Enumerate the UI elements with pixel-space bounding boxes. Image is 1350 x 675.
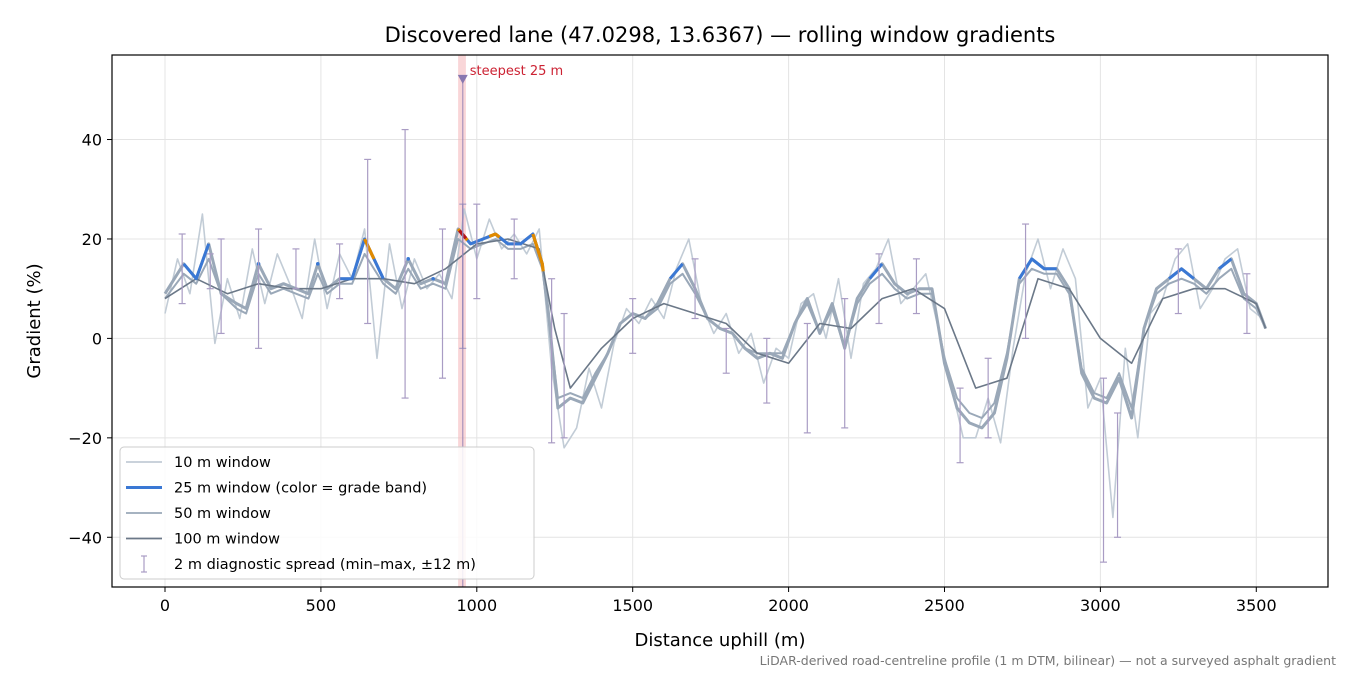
chart-title: Discovered lane (47.0298, 13.6367) — rol…: [385, 23, 1056, 47]
x-tick-label: 500: [306, 596, 337, 615]
x-tick-label: 0: [160, 596, 170, 615]
x-axis-title: Distance uphill (m): [635, 630, 806, 651]
series-100m-window: [164, 238, 1267, 389]
y-tick-label: −40: [68, 528, 102, 547]
footnote: LiDAR-derived road-centreline profile (1…: [760, 653, 1336, 668]
series-25m-band-blue: [182, 243, 211, 281]
series-25m-band-blue-point: [315, 262, 320, 266]
series-25m-band-orange: [488, 232, 501, 239]
series-25m-band-blue: [868, 262, 884, 280]
legend: 10 m window 25 m window (color = grade ba…: [119, 446, 535, 580]
series-25m-band-orange: [531, 233, 545, 272]
legend-label-err: 2 m diagnostic spread (min–max, ±12 m): [174, 557, 476, 573]
x-tick-label: 1500: [612, 596, 653, 615]
x-tick-label: 2500: [924, 596, 965, 615]
plot-area: steepest 25 m 0 500 1000 1500 2000 2500 3000 350…: [68, 54, 1329, 615]
steepest-annotation: steepest 25 m: [470, 64, 563, 79]
x-tick-label: 3000: [1080, 596, 1121, 615]
x-tick-label: 2000: [768, 596, 809, 615]
series-25m-band-orange: [363, 238, 376, 260]
plot-frame: [111, 54, 1329, 588]
legend-label-w10: 10 m window: [174, 455, 271, 471]
y-axis-title: Gradient (%): [24, 263, 45, 378]
series-25m-band-blue: [1217, 257, 1233, 270]
series-25m-band-blue: [1168, 267, 1195, 280]
x-tick-label: 3500: [1236, 596, 1277, 615]
series-25m-band-blue: [668, 262, 684, 280]
y-tick-label: −20: [68, 429, 102, 448]
y-tick-label: 0: [92, 329, 102, 348]
x-tick-label: 1000: [456, 596, 497, 615]
legend-label-w100: 100 m window: [174, 532, 280, 548]
series-25m-band-blue: [456, 228, 544, 265]
series-50m-window: [164, 238, 1267, 419]
steepest-marker-triangle: [457, 74, 468, 84]
legend-label-w25: 25 m window (color = grade band): [174, 481, 427, 497]
series-25m-band-blue-point: [431, 276, 435, 281]
legend-label-w50: 50 m window: [174, 506, 271, 522]
y-tick-label: 40: [82, 131, 102, 150]
legend-box: [119, 446, 535, 580]
steepest-highlight-band: [458, 55, 466, 587]
y-tick-label: 20: [82, 230, 102, 249]
series-25m-band-blue-point: [406, 257, 411, 261]
series-10m-window: [164, 208, 1263, 519]
